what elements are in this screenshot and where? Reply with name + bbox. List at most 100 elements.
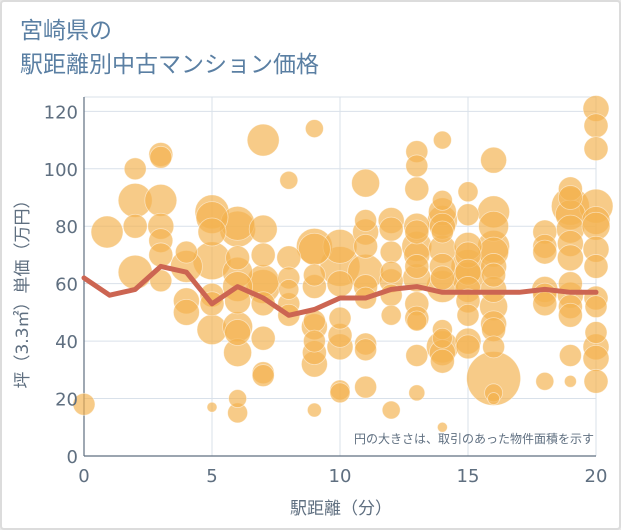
average-price-line: [81, 263, 599, 318]
y-tick-label: 60: [55, 275, 78, 296]
y-tick-label: 80: [55, 217, 78, 238]
bubble-point: [584, 295, 608, 319]
bubble-point: [149, 145, 173, 169]
bubble-point: [487, 392, 501, 405]
bubble-point: [148, 242, 174, 268]
bubble-point: [535, 371, 555, 391]
bubble-point: [206, 401, 218, 413]
bubble-series: [72, 95, 614, 433]
bubble-point: [456, 303, 480, 327]
title-line-1: 宮崎県の: [20, 18, 112, 44]
bubble-point: [584, 321, 608, 344]
bubble-point: [248, 214, 278, 244]
size-annotation: 円の大きさは、取引のあった物件面積を示す: [354, 431, 594, 446]
bubble-point: [279, 170, 299, 190]
x-tick-label: 5: [206, 466, 217, 487]
bubble-point: [246, 123, 280, 157]
bubble-point: [251, 364, 275, 387]
x-tick-label: 15: [457, 466, 480, 487]
bubble-point: [353, 233, 379, 259]
bubble-point: [250, 325, 276, 351]
y-axis-label: 坪（3.3㎡）単価（万円）: [13, 191, 33, 388]
bubble-point: [430, 220, 454, 244]
bubble-point: [174, 240, 198, 264]
x-axis-ticks: 0 5 10 15 20: [78, 466, 607, 487]
bubble-point: [583, 136, 609, 162]
bubble-point: [122, 213, 148, 239]
bubble-point: [404, 219, 430, 245]
bubble-point: [405, 154, 429, 178]
bubble-point: [276, 245, 302, 271]
bubble-point: [302, 263, 326, 287]
y-tick-label: 120: [44, 102, 78, 123]
bubble-point: [558, 302, 583, 328]
bubble-point: [326, 270, 354, 298]
bubble-point: [482, 335, 506, 359]
bubble-point: [455, 334, 481, 360]
title-line-2: 駅距離別中古マンション価格: [20, 52, 319, 78]
bubble-point: [250, 242, 276, 268]
bubble-point: [197, 217, 227, 247]
bubble-point: [480, 146, 508, 174]
bubble-point: [481, 262, 507, 288]
bubble-point: [431, 327, 453, 349]
bubble-point: [172, 298, 200, 326]
bubble-point: [354, 338, 378, 362]
bubble-point: [532, 291, 558, 317]
y-tick-label: 0: [67, 447, 78, 468]
bubble-point: [379, 240, 403, 264]
bubble-point: [304, 119, 324, 138]
bubble-point: [354, 209, 378, 232]
bubble-point: [297, 232, 331, 266]
bubble-point: [329, 382, 351, 404]
bubble-point: [380, 304, 402, 326]
bubble-point: [583, 368, 609, 394]
bubble-point: [404, 176, 430, 202]
bubble-point: [436, 421, 448, 433]
average-line-series: [81, 263, 599, 318]
bubble-point: [404, 254, 430, 279]
bubble-point: [117, 254, 153, 290]
bubble-point: [559, 344, 582, 367]
bubble-point: [225, 245, 251, 271]
bubble-point: [429, 348, 455, 374]
chart-title: 宮崎県の 駅距離別中古マンション価格: [20, 14, 319, 82]
bubble-point: [431, 189, 453, 211]
x-tick-label: 10: [329, 466, 352, 487]
bubble-point: [381, 400, 401, 420]
bubble-point: [302, 329, 326, 353]
bubble-point: [429, 265, 455, 291]
bubble-point: [228, 389, 248, 408]
bubble-point: [123, 157, 147, 181]
bubble-point: [351, 168, 381, 198]
bubble-point: [90, 215, 124, 249]
y-axis-ticks: 0 20 40 60 80 100 120: [44, 102, 78, 468]
bubble-point: [149, 269, 173, 293]
x-axis-label: 駅距離（分）: [290, 499, 392, 519]
bubble-point: [532, 239, 558, 265]
bubble-point: [224, 319, 252, 346]
bubble-point: [456, 203, 480, 227]
bubble-point: [557, 244, 584, 272]
y-tick-label: 20: [55, 390, 78, 411]
bubble-point: [582, 344, 610, 372]
bubble-point: [406, 310, 428, 332]
bubble-point: [379, 260, 403, 284]
bubble-point: [378, 216, 404, 242]
y-tick-label: 100: [44, 160, 78, 181]
bubble-point: [354, 375, 378, 399]
y-tick-label: 40: [55, 332, 78, 353]
bubble-point: [432, 130, 452, 150]
bubble-point: [457, 181, 479, 203]
bubble-point: [328, 306, 352, 330]
bubble-point: [583, 254, 609, 279]
bubble-point: [144, 183, 178, 217]
bubble-point: [564, 374, 577, 388]
bubble-point: [405, 344, 429, 367]
bubble-point: [306, 402, 322, 418]
bubble-point: [408, 384, 426, 402]
bubble-point: [583, 113, 609, 139]
bubble-point: [558, 185, 583, 210]
bubble-point: [72, 392, 96, 416]
